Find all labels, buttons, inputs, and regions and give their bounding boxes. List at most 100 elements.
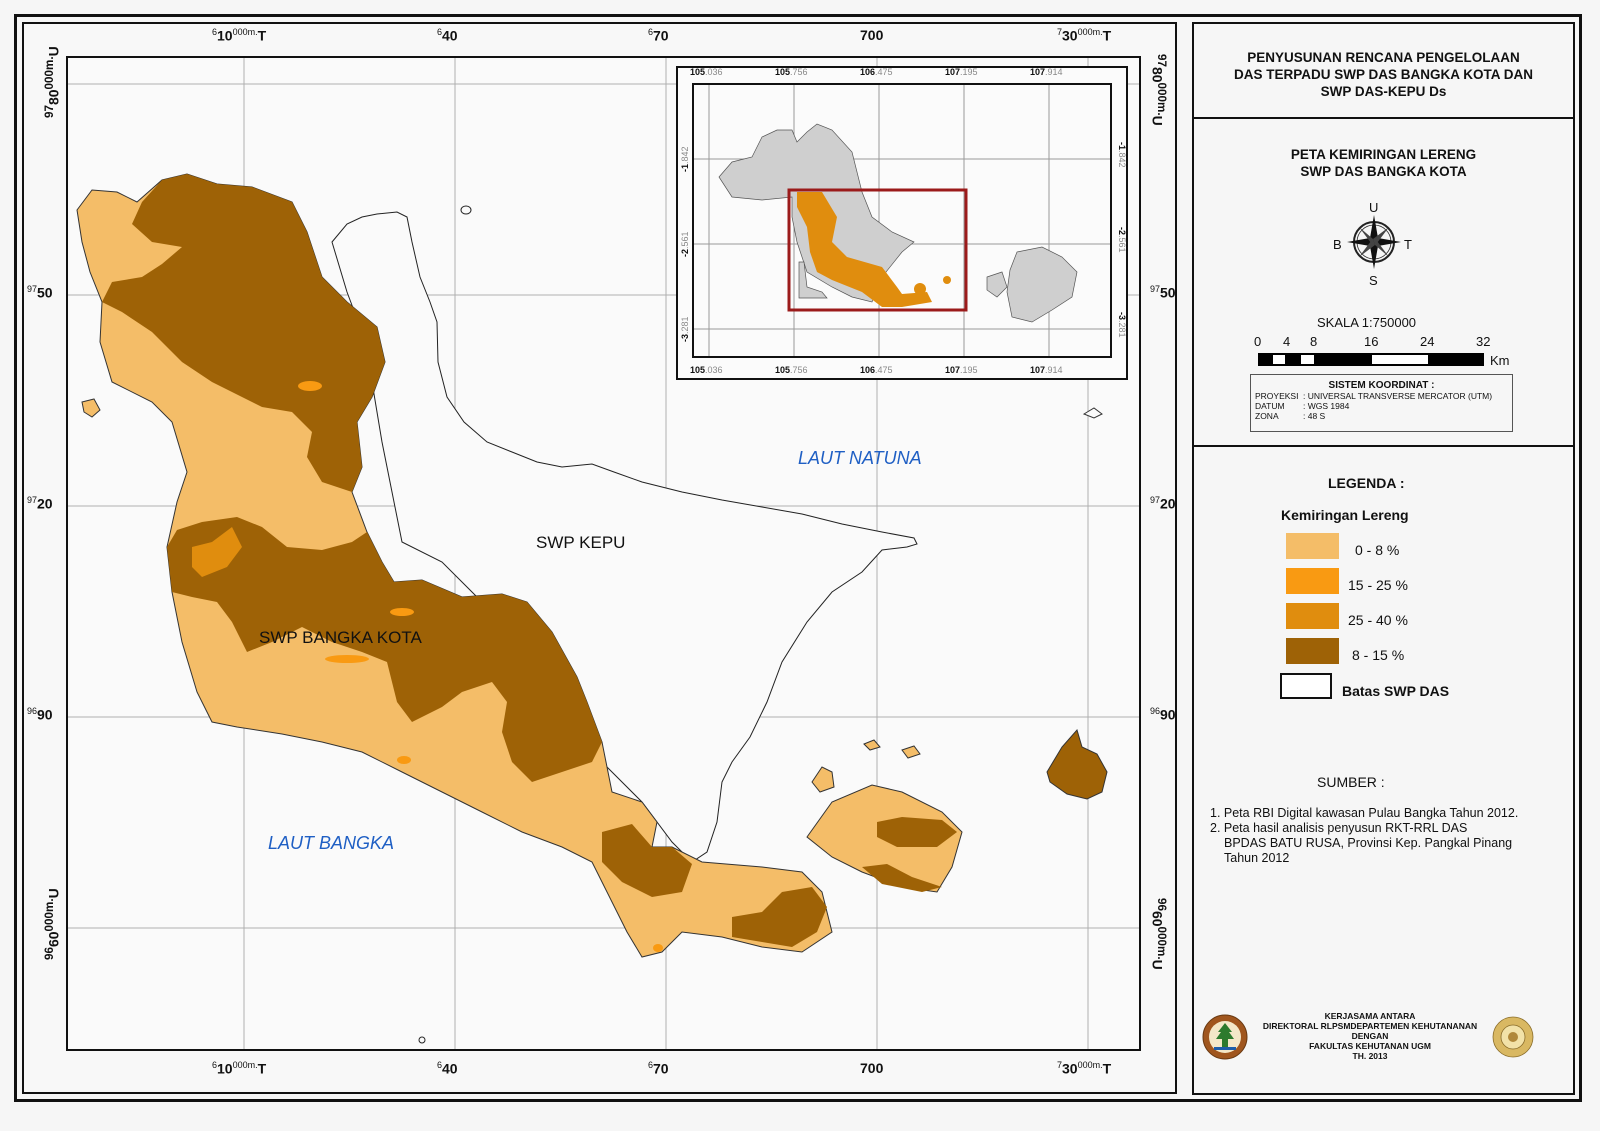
legend-swatch-boundary <box>1280 673 1332 699</box>
outer-frame <box>14 14 1582 1102</box>
grid-label-right-4: 9690 <box>1150 706 1176 723</box>
island-tiny <box>1082 407 1103 419</box>
inset-x-label-bottom-1: 105.036 <box>690 365 723 375</box>
area-label-kepu: SWP KEPU <box>536 533 626 552</box>
slope-15-25-patch <box>397 756 411 764</box>
inset-map-svg <box>694 85 1110 356</box>
credit-line-3: DENGAN <box>1351 1031 1389 1041</box>
scale-tick-4: 4 <box>1283 334 1291 349</box>
island-small-3 <box>901 745 921 759</box>
coordinate-row-projection: PROYEKSI: UNIVERSAL TRANSVERSE MERCATOR … <box>1255 391 1493 401</box>
island-east-dark <box>877 817 957 847</box>
legend-label-15-25: 15 - 25 % <box>1348 577 1408 593</box>
grid-label-left-5: 9660000m.U <box>43 888 62 960</box>
grid-label-bottom-2: 640 <box>437 1060 458 1077</box>
inset-x-label-top-4: 107.195 <box>945 67 978 77</box>
slope-15-25-patch <box>390 608 414 616</box>
inset-y-label-right-2: -2.561 <box>1117 227 1127 253</box>
island-west <box>81 398 101 418</box>
inset-land-west-strip <box>798 261 828 299</box>
legend-label-8-15: 8 - 15 % <box>1352 647 1405 663</box>
inset-y-label-left-2: -2.561 <box>680 231 690 257</box>
scale-tick-24: 24 <box>1420 334 1435 349</box>
grid-label-top-4: 700 <box>860 27 884 43</box>
credit-line-1: KERJASAMA ANTARA <box>1324 1011 1416 1021</box>
credit-line-4: FAKULTAS KEHUTANAN UGM <box>1309 1041 1431 1051</box>
legend-swatch-8-15 <box>1286 638 1339 664</box>
grid-label-top-5: 730000m.T <box>1057 27 1112 44</box>
inset-x-label-top-5: 107.914 <box>1030 67 1063 77</box>
source-item-2: 2. Peta hasil analisis penyusun RKT-RRL … <box>1210 821 1468 835</box>
coordinate-system-box: SISTEM KOORDINAT : PROYEKSI: UNIVERSAL T… <box>1250 374 1513 432</box>
area-label-bangka-kota: SWP BANGKA KOTA <box>259 628 422 647</box>
grid-label-bottom-4: 700 <box>860 1060 884 1076</box>
project-title-line-2: DAS TERPADU SWP DAS BANGKA KOTA DAN <box>1233 67 1533 82</box>
grid-label-bottom-5: 730000m.T <box>1057 1060 1112 1077</box>
inset-study-islet <box>914 283 926 295</box>
grid-label-right-3: 9720 <box>1150 495 1176 512</box>
inset-x-label-bottom-5: 107.914 <box>1030 365 1063 375</box>
grid-label-right-2: 9750 <box>1150 284 1176 301</box>
grid-label-left-4: 9690 <box>27 706 53 723</box>
grid-label-left-1: 9780000m.U <box>43 46 62 118</box>
map-title-line-2: SWP DAS BANGKA KOTA <box>1300 164 1467 179</box>
grid-label-left-2: 9750 <box>27 284 53 301</box>
grid-label-right-5: 9660000m.U <box>1149 898 1168 970</box>
scale-tick-8: 8 <box>1310 334 1318 349</box>
sea-label-natuna: LAUT NATUNA <box>798 448 922 468</box>
credits-block: KERJASAMA ANTARA DIREKTORAL RLPSMDEPARTE… <box>1240 1011 1500 1061</box>
inset-y-label-right-1: -1.842 <box>1117 142 1127 168</box>
slope-15-25-patch <box>298 381 322 391</box>
inset-land-belitung-west <box>986 271 1008 298</box>
island-small-2 <box>863 739 881 751</box>
scale-tick-0: 0 <box>1254 334 1262 349</box>
inset-study-area <box>797 192 932 307</box>
grid-label-top-1: 610000m.T <box>212 27 267 44</box>
credit-line-2: DIREKTORAL RLPSMDEPARTEMEN KEHUTANANAN <box>1262 1021 1478 1031</box>
compass-south-label: S <box>1369 273 1378 288</box>
slope-25-40-patch <box>192 527 242 577</box>
legend-swatch-25-40 <box>1286 603 1339 629</box>
scale-unit: Km <box>1490 353 1510 368</box>
islet-outline <box>460 205 472 215</box>
legend-label-0-8: 0 - 8 % <box>1355 542 1400 558</box>
inset-x-label-top-2: 105.756 <box>775 67 808 77</box>
inset-y-label-left-3: -3.281 <box>680 316 690 342</box>
bangka-kota-dark-southeast <box>732 887 827 947</box>
coordinate-row-zone: ZONA: 48 S <box>1255 411 1326 421</box>
coordinate-system-title: SISTEM KOORDINAT : <box>1328 380 1435 391</box>
legend-panel <box>1192 445 1575 1095</box>
inset-graticule <box>694 85 1110 356</box>
compass-west-label: B <box>1333 237 1342 252</box>
island-east-dark-2 <box>862 864 942 892</box>
project-title-line-3: SWP DAS-KEPU Ds <box>1320 84 1447 99</box>
compass-north-label: U <box>1369 200 1379 215</box>
inset-x-label-top-3: 106.475 <box>860 67 893 77</box>
source-item-1: 1. Peta RBI Digital kawasan Pulau Bangka… <box>1210 806 1519 820</box>
bangka-kota-dark-south <box>602 824 692 897</box>
north-arrow-compass-icon <box>1347 215 1401 269</box>
slope-map-svg <box>68 58 1139 1049</box>
source-item-2-line-3: Tahun 2012 <box>1224 851 1290 865</box>
inset-study-islet <box>943 276 951 284</box>
scale-tick-16: 16 <box>1364 334 1379 349</box>
inset-x-label-top-1: 105.036 <box>690 67 723 77</box>
bangka-kota-dark-north <box>102 174 385 492</box>
inset-map[interactable] <box>692 83 1112 358</box>
inset-x-label-bottom-3: 106.475 <box>860 365 893 375</box>
sea-label-bangka: LAUT BANGKA <box>268 833 395 853</box>
grid-label-bottom-3: 670 <box>648 1060 669 1077</box>
legend-title: LEGENDA : <box>1328 475 1405 491</box>
scale-bar <box>1258 353 1484 366</box>
inset-x-label-bottom-4: 107.195 <box>945 365 978 375</box>
compass-east-label: T <box>1404 237 1412 252</box>
islet-outline <box>418 1036 426 1044</box>
legend-swatch-15-25 <box>1286 568 1339 594</box>
kehutanan-logo-icon <box>1202 1014 1248 1060</box>
island-far-east <box>1046 728 1108 800</box>
grid-label-bottom-1: 610000m.T <box>212 1060 267 1077</box>
inset-extent-box <box>787 188 968 312</box>
project-title-line-1: PENYUSUNAN RENCANA PENGELOLAAN <box>1247 50 1520 65</box>
legend-subtitle: Kemiringan Lereng <box>1281 507 1409 523</box>
bangka-kota-dark-central <box>167 517 602 782</box>
